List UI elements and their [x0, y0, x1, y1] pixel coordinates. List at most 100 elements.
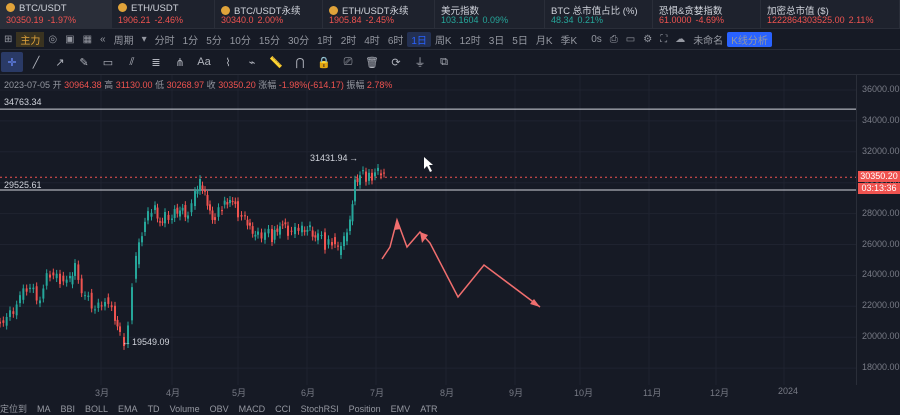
interval-12[interactable]: 12时 — [459, 35, 481, 47]
interval-15[interactable]: 月K — [535, 35, 553, 47]
window-icon[interactable]: ▭ — [625, 33, 636, 45]
last-price-tag: 30350.20 — [858, 171, 900, 182]
text-icon[interactable]: Aa — [197, 56, 211, 68]
indicator-1[interactable]: MA — [37, 404, 51, 414]
x-tick-label: 3月 — [95, 388, 110, 398]
grid-icon[interactable]: ⊞ — [4, 33, 13, 45]
magnet-icon[interactable]: ⋂ — [295, 56, 305, 69]
ticker-item[interactable]: 恐惧&贪婪指数 61.0000 -4.69% — [653, 0, 761, 28]
camera-icon[interactable]: ⎙ — [609, 33, 618, 45]
ticker-item[interactable]: 美元指数 103.1604 0.09% — [435, 0, 545, 28]
interval-3[interactable]: 10分 — [229, 35, 251, 47]
interval-7[interactable]: 2时 — [340, 35, 357, 47]
price-axis[interactable] — [856, 75, 900, 385]
collapse-icon[interactable]: « — [100, 33, 106, 45]
interval-11[interactable]: 周K — [434, 35, 452, 47]
indicator-0[interactable]: 定位到 — [0, 404, 28, 414]
y-tick-label: 24000.00 — [862, 269, 900, 280]
pitchfork-icon[interactable]: ⋔ — [175, 56, 185, 69]
fullscreen-icon[interactable]: ⛶ — [660, 33, 668, 45]
interval-8[interactable]: 4时 — [364, 35, 380, 47]
candle-body — [273, 229, 276, 240]
indicator-12[interactable]: EMV — [390, 404, 411, 414]
pen-icon[interactable]: ✎ — [79, 56, 89, 69]
candle-body — [337, 245, 339, 247]
interval-2[interactable]: 5分 — [206, 35, 222, 47]
indicator-4[interactable]: EMA — [118, 404, 138, 414]
settings-icon[interactable]: ⚙ — [643, 33, 653, 45]
candle-body — [123, 337, 125, 347]
y-tick-label: 26000.00 — [862, 238, 900, 249]
filter-icon[interactable]: ⏚ — [414, 57, 426, 69]
candle-body — [309, 225, 311, 228]
crosshair-icon[interactable]: ✛ — [1, 52, 23, 72]
candle-body — [77, 264, 80, 280]
ticker-item[interactable]: BTC/USDT 30350.19 -1.97% — [0, 0, 112, 28]
interval-6[interactable]: 1时 — [317, 35, 333, 47]
hide-icon[interactable]: ⎚ — [343, 55, 353, 68]
copy-icon[interactable]: ▣ — [65, 33, 75, 45]
interval-1[interactable]: 1分 — [182, 35, 199, 47]
candle-body — [371, 172, 373, 181]
indicator-7[interactable]: OBV — [209, 404, 229, 414]
rectangle-icon[interactable]: ▭ — [102, 56, 114, 69]
indicator-2[interactable]: BBI — [60, 404, 76, 414]
candle-body — [209, 204, 211, 211]
indicator-3[interactable]: BOLL — [85, 404, 109, 414]
interval-9[interactable]: 6时 — [387, 35, 404, 47]
period-label[interactable]: 周期 — [113, 35, 134, 47]
interval-13[interactable]: 3日 — [488, 35, 505, 47]
cloud-icon[interactable]: ☁ — [675, 33, 686, 45]
indicator-13[interactable]: ATR — [420, 404, 438, 414]
interval-10[interactable]: 1日 — [407, 31, 431, 47]
candle-body — [374, 172, 376, 177]
layout-name[interactable]: 未命名 — [693, 35, 724, 47]
main-label[interactable]: 主力 — [16, 31, 45, 47]
ruler-icon[interactable]: 📏 — [269, 56, 283, 69]
amp-value: 2.78% — [366, 80, 393, 90]
period-dropdown-icon[interactable]: ▾ — [141, 33, 147, 45]
indicator-8[interactable]: MACD — [238, 404, 266, 414]
interval-0[interactable]: 分时 — [154, 35, 175, 47]
candle-body — [346, 232, 348, 242]
indicator-9[interactable]: CCI — [275, 404, 291, 414]
interval-14[interactable]: 5日 — [512, 35, 528, 47]
share-icon[interactable]: ⧉ — [440, 55, 448, 68]
candle-body — [116, 319, 119, 327]
pattern-icon[interactable]: ⌇ — [225, 56, 231, 69]
interval-16[interactable]: 季K — [560, 35, 578, 47]
channel-icon[interactable]: ⫽ — [129, 55, 135, 68]
indicator-11[interactable]: Position — [348, 404, 381, 414]
trendline-icon[interactable]: ╱ — [32, 56, 40, 69]
ticker-item[interactable]: BTC 总市值占比 (%) 48.34 0.21% — [545, 0, 653, 28]
indicator-6[interactable]: Volume — [169, 404, 200, 414]
indicator-10[interactable]: StochRSI — [300, 404, 339, 414]
candle-body — [196, 189, 199, 194]
interval-4[interactable]: 15分 — [258, 35, 280, 47]
kline-analysis-button[interactable]: K线分析 — [727, 31, 772, 47]
candle-body — [5, 316, 8, 326]
candlestick-chart[interactable]: 34763.34 29525.61 31431.94 19549.09← → — [0, 75, 856, 385]
candle-body — [249, 222, 251, 226]
candle-body — [251, 226, 254, 234]
ticker-item[interactable]: BTC/USDT永续 30340.0 2.00% — [215, 0, 323, 28]
ray-icon[interactable]: ↗ — [55, 56, 65, 69]
coin-icon[interactable]: ◎ — [48, 33, 58, 45]
brush-icon[interactable]: ⌁ — [248, 56, 256, 69]
fib-icon[interactable]: ≣ — [151, 56, 161, 69]
candle-body — [257, 231, 259, 235]
ticker-item[interactable]: 加密总市值 ($) 1222864303525.00 2.11% — [761, 0, 900, 28]
candle-body — [290, 230, 293, 232]
timer[interactable]: 0s — [591, 33, 602, 45]
trash-icon[interactable]: 🗑 — [365, 56, 379, 69]
interval-5[interactable]: 30分 — [288, 35, 310, 47]
ticker-item[interactable]: ETH/USDT 1906.21 -2.46% — [112, 0, 215, 28]
ticker-item[interactable]: ETH/USDT永续 1905.84 -2.45% — [323, 0, 435, 28]
lock-icon[interactable]: 🔒 — [317, 56, 331, 69]
candle-body — [199, 178, 201, 192]
indicator-5[interactable]: TD — [147, 404, 160, 414]
candle-body — [2, 320, 5, 323]
candle-body — [351, 204, 354, 222]
sync-icon[interactable]: ⟳ — [391, 56, 401, 69]
grid-layout-icon[interactable]: ▦ — [82, 33, 93, 45]
